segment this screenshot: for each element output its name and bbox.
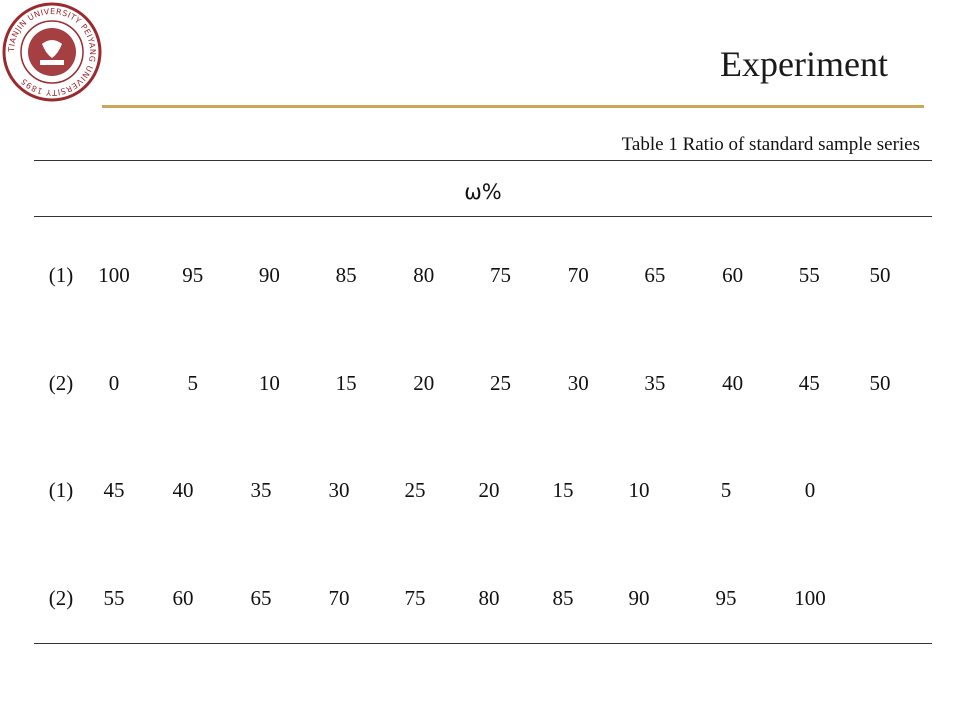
table-cell: 70 [567,263,589,287]
table-cell: 95 [715,586,737,610]
table-cell: 35 [644,371,666,395]
table-cell: 90 [628,586,650,610]
table-cell: 80 [478,586,500,610]
table-cell: 75 [404,586,426,610]
table-cell: 100 [794,586,826,610]
university-seal-icon: TIANJIN UNIVERSITY PEIYANG UNIVERSITY 18… [2,2,102,102]
table-cell: 65 [644,263,666,287]
slide-title: Experiment [720,44,888,84]
table-cell: 100 [98,263,130,287]
table-cell: 25 [404,478,426,502]
table-cell: 5 [187,371,198,395]
row-label: (2) [48,586,74,610]
table-cell: 50 [869,263,891,287]
table-cell: 10 [628,478,650,502]
table-row: (2) 0 5 10 15 20 25 30 35 40 45 50 [0,367,960,399]
table-cell: 60 [172,586,194,610]
table-cell: 65 [250,586,272,610]
table-cell: 55 [103,586,125,610]
table-cell: 5 [720,478,732,502]
table-cell: 35 [250,478,272,502]
table-cell: 0 [804,478,816,502]
table-caption: Table 1 Ratio of standard sample series [621,134,920,155]
table-cell: 40 [722,371,744,395]
table-row: (2) 55 60 65 70 75 80 85 90 95 100 [0,582,960,614]
table-row: (1) 45 40 35 30 25 20 15 10 5 0 [0,474,960,506]
table-cell: 90 [258,263,280,287]
table-cell: 80 [413,263,435,287]
table-cell: 55 [798,263,820,287]
table-cell: 50 [869,371,891,395]
table-cell: 30 [567,371,589,395]
table-cell: 45 [798,371,820,395]
table-cell: 75 [490,263,511,287]
row-label: (2) [48,371,74,395]
table-cell: 70 [328,586,350,610]
table-cell: 45 [103,478,125,502]
table-header-rule [34,216,932,217]
table-cell: 30 [328,478,350,502]
table-cell: 25 [490,371,511,395]
row-label: (1) [48,478,74,502]
table-row: (1) 100 95 90 85 80 75 70 65 60 55 50 [0,259,960,291]
table-cell: 15 [335,371,357,395]
title-underline [102,105,924,108]
table-top-rule [34,160,932,161]
table-cell: 20 [478,478,500,502]
table-cell: 95 [182,263,204,287]
table-cell: 10 [258,371,280,395]
table-cell: 85 [335,263,357,287]
table-cell: 85 [552,586,574,610]
table-cell: 60 [722,263,744,287]
row-label: (1) [48,263,74,287]
table-cell: 15 [552,478,574,502]
table-bottom-rule [34,643,932,644]
table-header: ω% [464,180,502,204]
table-cell: 40 [172,478,194,502]
table-cell: 0 [108,371,120,395]
table-cell: 20 [413,371,435,395]
